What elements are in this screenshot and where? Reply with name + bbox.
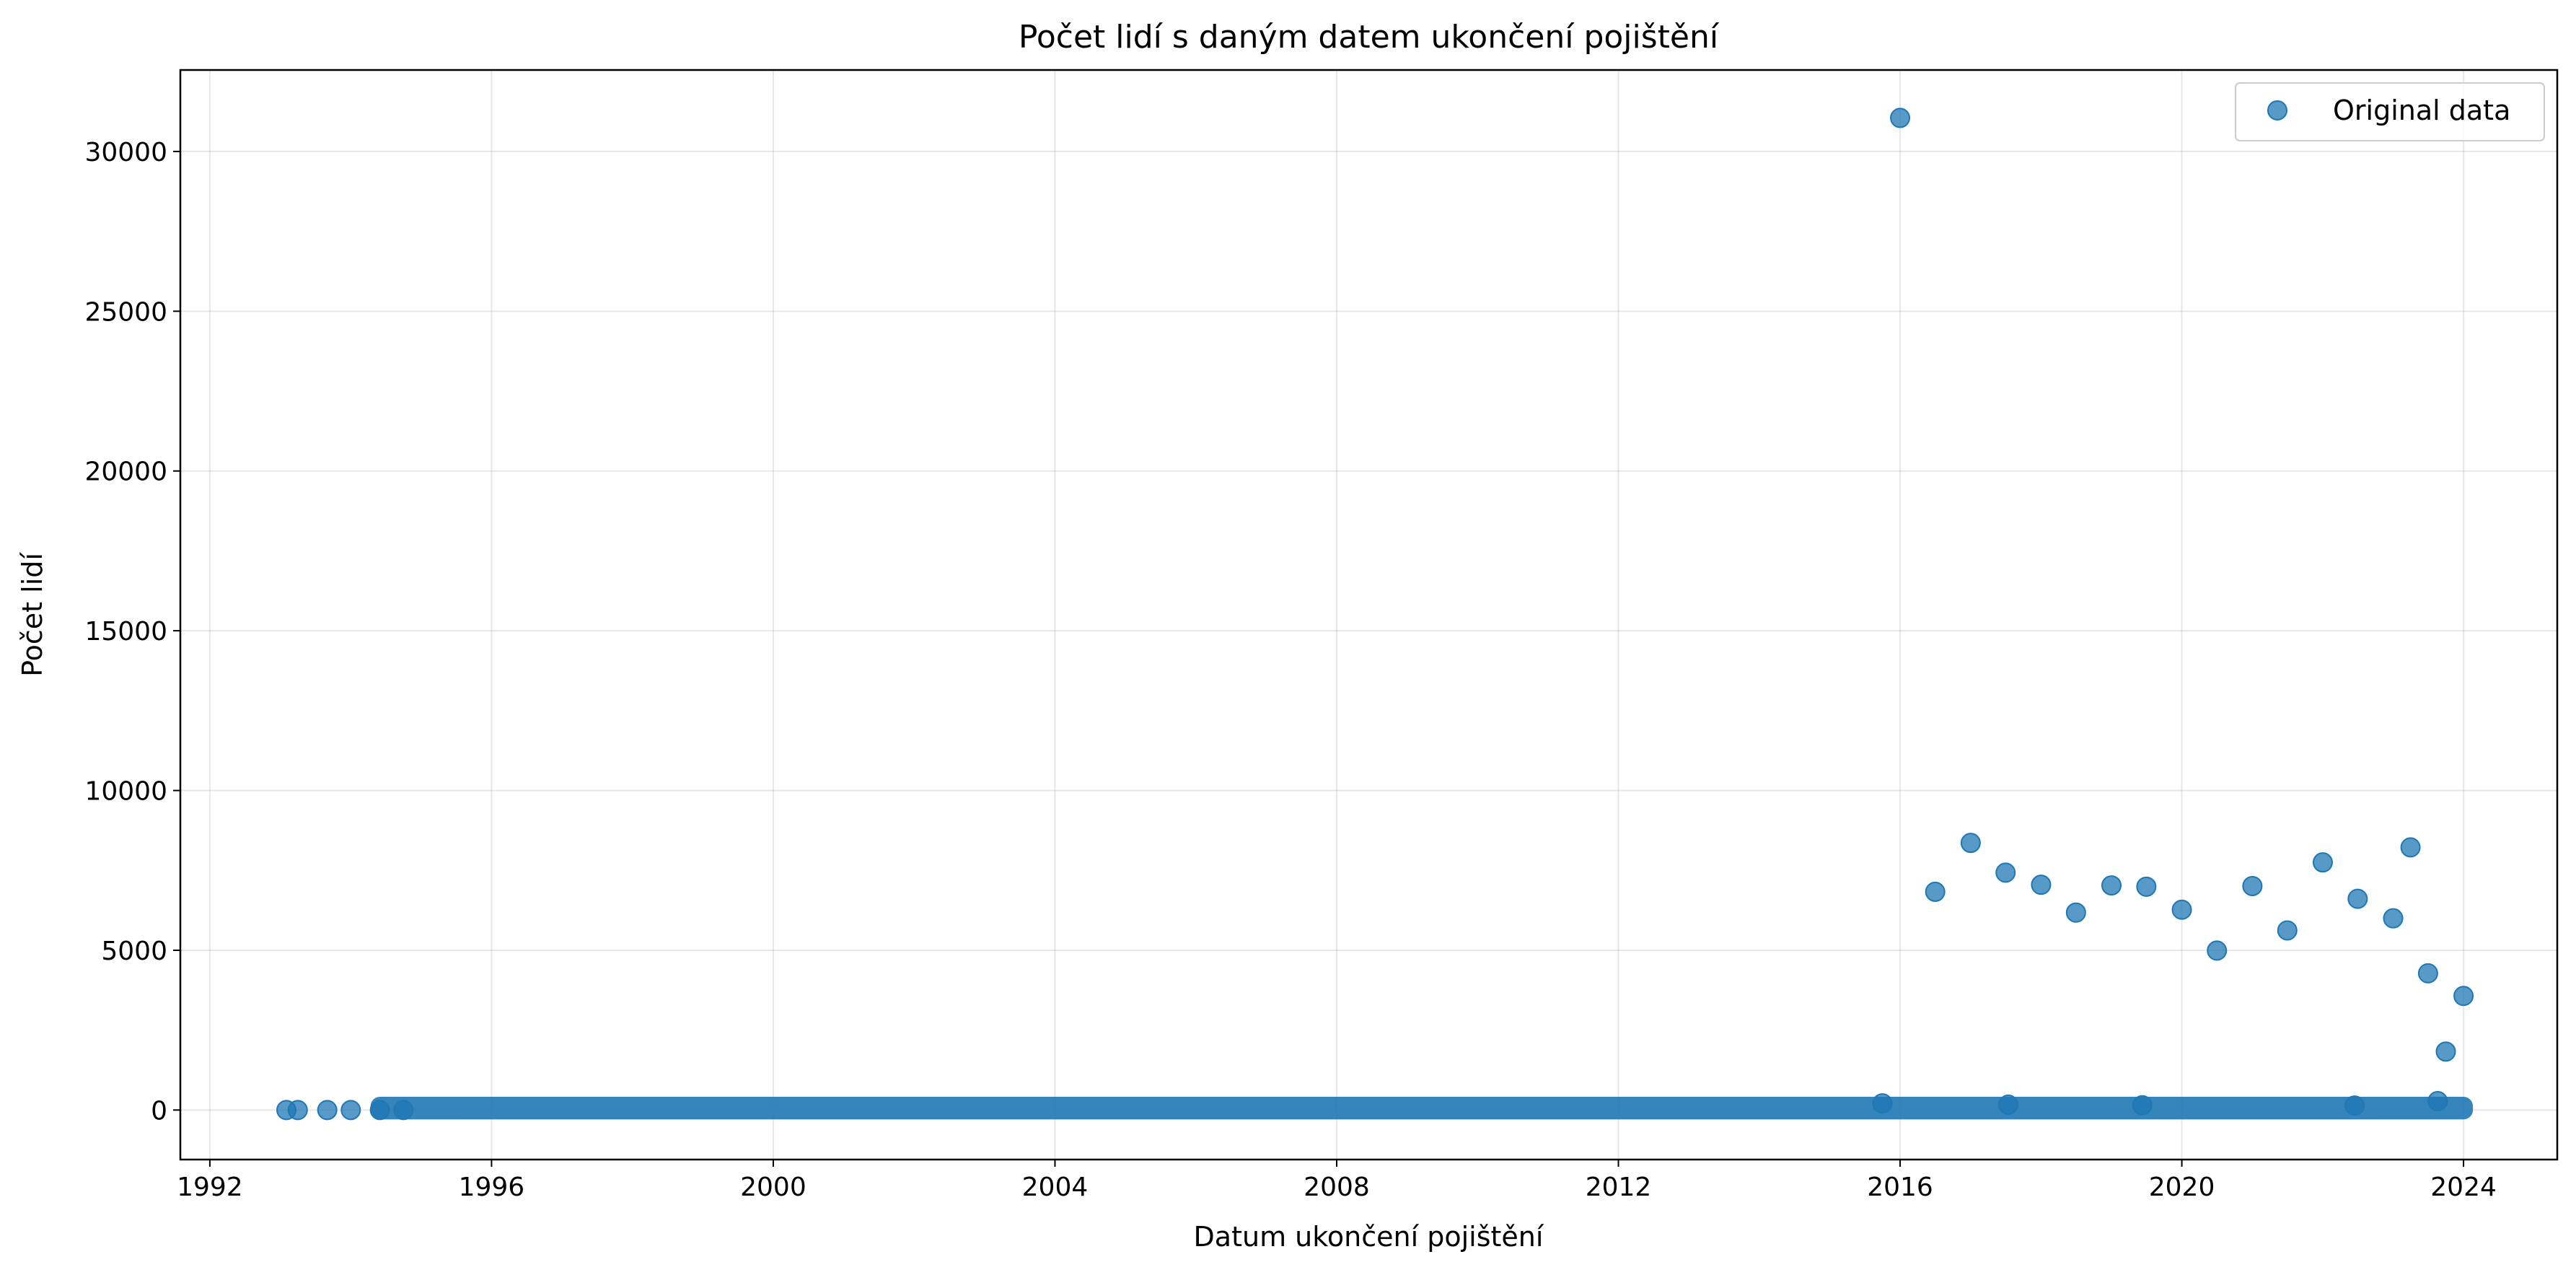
data-point — [2344, 1095, 2365, 1116]
x-tick-label: 1992 — [177, 1173, 243, 1202]
data-point — [340, 1100, 361, 1121]
data-point — [2132, 1095, 2153, 1116]
data-point — [2242, 875, 2263, 896]
data-point — [1925, 881, 1946, 902]
x-axis-label: Datum ukončení pojištění — [1194, 1221, 1544, 1253]
legend-box — [2235, 82, 2545, 141]
data-point — [1997, 1094, 2018, 1115]
plot-frame — [179, 69, 2559, 1161]
y-tick-label: 30000 — [84, 138, 167, 167]
data-point — [2453, 986, 2474, 1007]
x-tick-label: 2000 — [740, 1173, 806, 1202]
y-tick-label: 25000 — [84, 297, 167, 327]
data-point — [369, 1100, 390, 1121]
y-tick-label: 10000 — [84, 777, 167, 807]
chart-title: Počet lidí s daným datem ukončení pojišt… — [1019, 19, 1720, 56]
data-point — [2136, 876, 2157, 897]
data-point — [2383, 908, 2404, 929]
data-point — [2400, 837, 2421, 858]
x-tick-label: 2024 — [2430, 1173, 2497, 1202]
data-point — [2312, 852, 2333, 873]
y-tick-label: 5000 — [101, 937, 167, 966]
data-point — [1890, 108, 1911, 128]
legend-label: Original data — [2333, 95, 2510, 126]
x-tick-label: 2020 — [2149, 1173, 2215, 1202]
x-tick-label: 2004 — [1022, 1173, 1089, 1202]
data-point — [393, 1100, 414, 1121]
data-point — [2435, 1041, 2456, 1062]
data-point — [2417, 963, 2438, 983]
data-point — [1872, 1093, 1893, 1114]
legend-marker — [2267, 100, 2287, 121]
legend: Original data — [2235, 82, 2545, 141]
data-point — [2347, 888, 2368, 909]
x-tick-label: 1996 — [459, 1173, 525, 1202]
x-tick-label: 2016 — [1867, 1173, 1933, 1202]
data-point — [2031, 875, 2052, 895]
data-point — [1960, 833, 1981, 854]
data-point — [2427, 1090, 2448, 1111]
data-point-band — [370, 1097, 2474, 1120]
y-tick-label: 15000 — [84, 617, 167, 647]
data-point — [317, 1100, 338, 1121]
y-axis-label: Počet lidí — [17, 552, 48, 677]
y-tick-label: 20000 — [84, 457, 167, 487]
data-point — [2277, 920, 2298, 941]
data-point — [287, 1100, 308, 1121]
data-point — [2101, 875, 2122, 896]
x-tick-label: 2008 — [1304, 1173, 1370, 1202]
data-point — [2207, 940, 2228, 961]
data-point — [2065, 902, 2086, 923]
x-tick-label: 2012 — [1586, 1173, 1652, 1202]
y-tick-label: 0 — [151, 1096, 167, 1126]
data-point — [2171, 899, 2192, 920]
data-point — [1995, 862, 2016, 883]
